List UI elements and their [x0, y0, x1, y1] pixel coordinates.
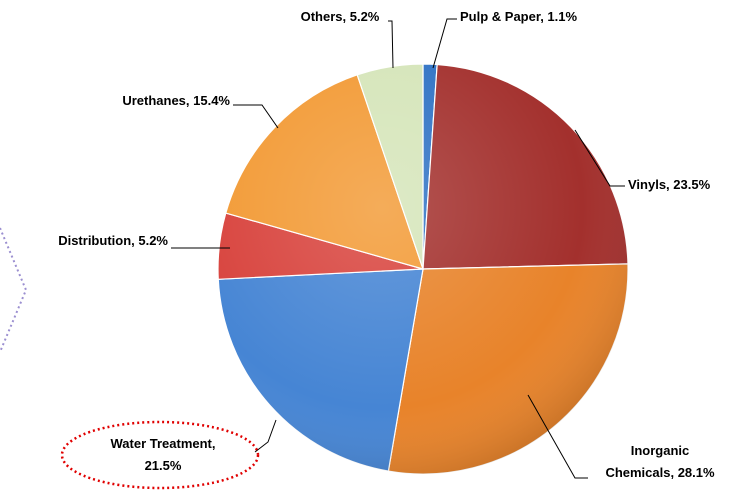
data-label-line: Urethanes, 15.4%: [122, 93, 230, 108]
leader-line: [254, 419, 277, 453]
highlight-ellipse: [60, 420, 260, 490]
pie-slice: [387, 263, 629, 475]
labels: Pulp & Paper, 1.1% Vinyls, 23.5% Inorganic…: [58, 9, 715, 480]
data-label-line: Distribution, 5.2%: [58, 233, 168, 248]
data-label-line: Water Treatment,: [111, 436, 216, 451]
data-label-line: 21.5%: [145, 458, 182, 473]
leader-line: [574, 129, 625, 187]
decor-chevron: [0, 227, 28, 353]
data-label: Water Treatment, 21.5%: [111, 436, 216, 473]
pie: [217, 63, 629, 475]
data-label: Vinyls, 23.5%: [628, 177, 711, 192]
data-label-line: Pulp & Paper, 1.1%: [460, 9, 577, 24]
data-label: Distribution, 5.2%: [58, 233, 168, 248]
data-label-line: Others, 5.2%: [301, 9, 380, 24]
data-label-line: Chemicals, 28.1%: [605, 465, 715, 480]
leader-line: [527, 394, 588, 479]
data-label: Pulp & Paper, 1.1%: [460, 9, 577, 24]
pie-slice: [217, 268, 424, 472]
leader-line: [432, 18, 457, 69]
data-label-line: Vinyls, 23.5%: [628, 177, 711, 192]
leader-line: [388, 20, 394, 69]
data-label: Urethanes, 15.4%: [122, 93, 230, 108]
data-label: Others, 5.2%: [301, 9, 380, 24]
pie-slice: [422, 63, 629, 270]
leader-line: [233, 104, 279, 129]
data-label-line: Inorganic: [631, 443, 690, 458]
data-label: Inorganic Chemicals, 28.1%: [605, 443, 715, 480]
